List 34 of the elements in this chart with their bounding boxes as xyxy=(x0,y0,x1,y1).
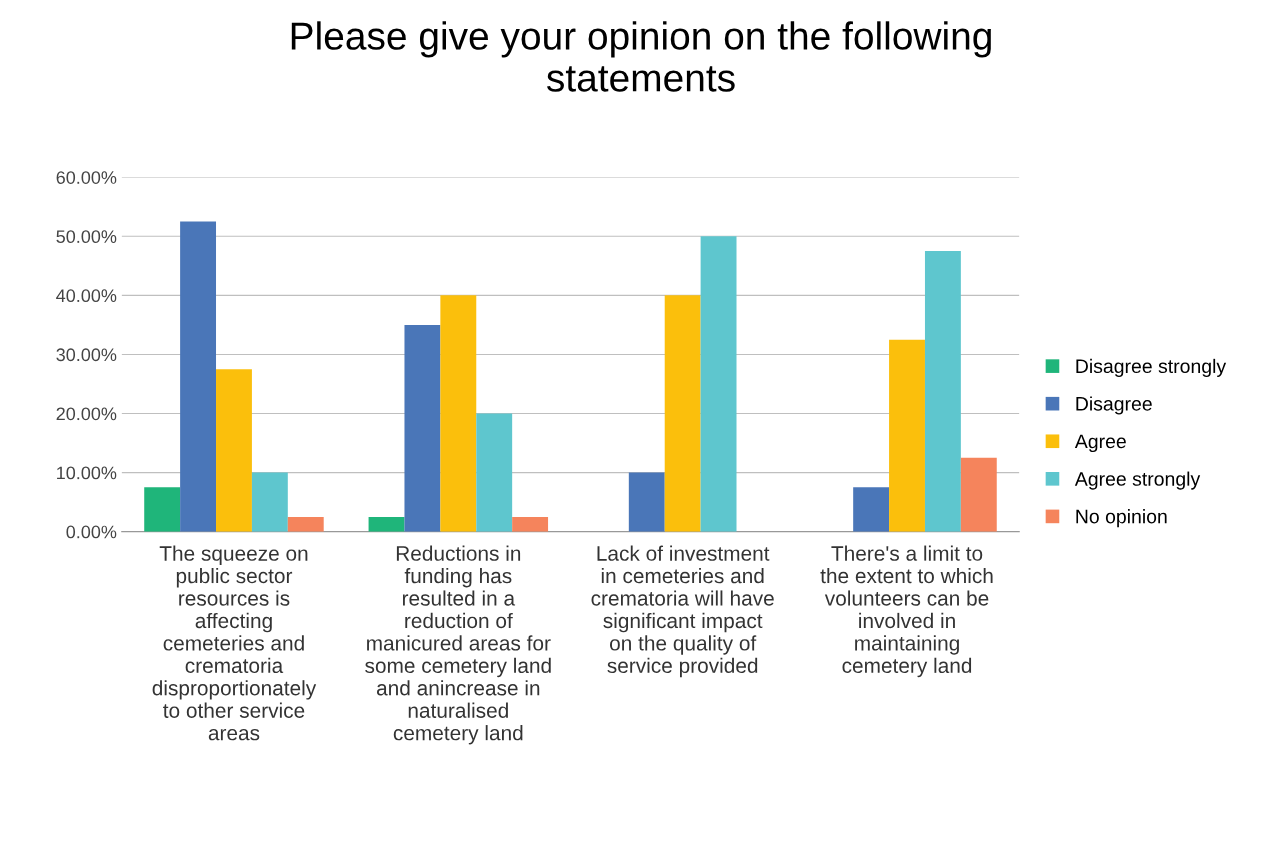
bar xyxy=(287,516,324,532)
y-tick-label: 0.00% xyxy=(66,525,117,539)
bar xyxy=(512,516,549,532)
legend-label: Agree xyxy=(1074,434,1126,453)
bar xyxy=(216,369,252,532)
legend-label: Disagree strongly xyxy=(1076,358,1227,377)
y-tick-label: 30.00% xyxy=(56,348,117,362)
y-tick-label: 10.00% xyxy=(57,466,117,480)
bar xyxy=(664,295,701,532)
bar xyxy=(924,251,961,532)
x-tick-label: Lack of investment in cemeteries and crematoria will have significant impact on the quality of service provided xyxy=(591,545,774,678)
bar xyxy=(889,339,925,532)
legend-label: No opinion xyxy=(1076,509,1167,528)
bar xyxy=(180,221,217,532)
category-label: Reductions in funding has resulted in a reduction of manicured areas for some cemetery land and anincrease in naturalised cemetery land xyxy=(365,545,551,745)
bar xyxy=(251,472,288,532)
y-tick-label: 50.00% xyxy=(56,230,117,244)
x-tick-label: There's a limit to the extent to which volunteers can be involved in maintaining cemetery land xyxy=(820,545,993,678)
bar xyxy=(853,487,890,532)
bar xyxy=(700,236,737,532)
legend-label: Disagree xyxy=(1076,396,1152,415)
bar xyxy=(628,472,665,532)
y-tick-label: 60.00% xyxy=(56,171,117,184)
bar xyxy=(368,516,405,532)
y-tick-label: 20.00% xyxy=(56,407,117,421)
bar xyxy=(404,324,441,532)
bar xyxy=(144,487,181,532)
category-label: The squeeze on public sector resources is affecting cemeteries and crematoria disproportionately to other service areas xyxy=(152,545,317,741)
bar xyxy=(440,295,477,532)
bar xyxy=(960,457,997,532)
y-tick-label: 40.00% xyxy=(56,289,117,303)
chart-title: Please give your opinion on the following statements xyxy=(291,21,991,92)
legend-label: Agree strongly xyxy=(1074,471,1201,490)
bar xyxy=(476,413,513,532)
